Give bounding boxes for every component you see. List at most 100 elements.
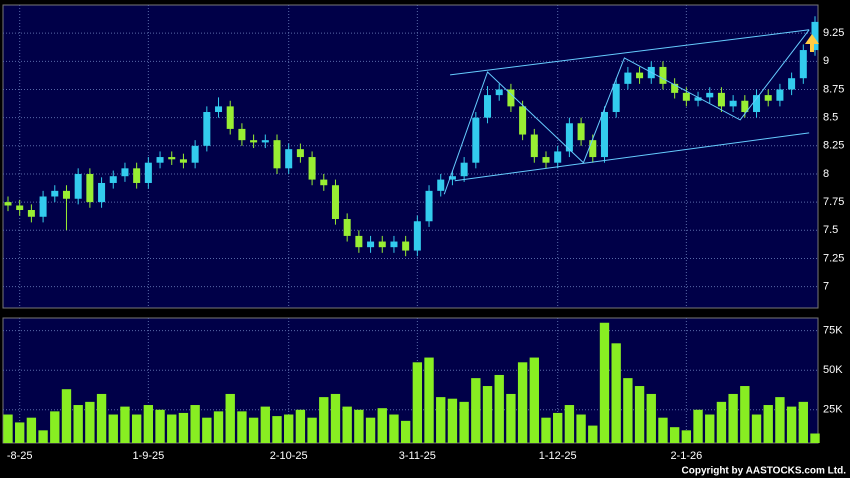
candle-body — [753, 95, 761, 113]
y-tick-label: 9.25 — [823, 27, 844, 39]
volume-bar — [377, 408, 387, 443]
candle-body — [671, 83, 679, 93]
candle-body — [741, 100, 749, 113]
volume-bar — [131, 414, 142, 443]
candle-body — [98, 182, 106, 203]
volume-bar — [447, 398, 458, 443]
candle-body — [74, 173, 82, 199]
volume-bar — [260, 406, 270, 443]
y-tick-label: 50K — [823, 364, 843, 376]
volume-bar — [143, 405, 154, 443]
candle-body — [308, 157, 316, 180]
y-tick-label: 7 — [823, 281, 829, 293]
y-tick-label: 75K — [823, 325, 843, 337]
volume-bar — [798, 401, 808, 443]
candle-body — [179, 159, 187, 163]
candle-body — [554, 151, 562, 163]
candle-body — [238, 128, 246, 141]
volume-bar — [96, 393, 107, 443]
candle-body — [285, 149, 293, 169]
volume-bar — [751, 414, 762, 443]
candle-body — [273, 140, 281, 169]
volume-bar — [272, 416, 282, 443]
volume-bar — [389, 414, 399, 443]
x-tick-label: 2-1-26 — [670, 450, 702, 462]
volume-bar — [248, 417, 259, 443]
volume-bar — [424, 357, 434, 443]
volume-bar — [202, 417, 212, 443]
trend-line — [443, 29, 810, 195]
volume-bar — [167, 414, 177, 443]
candle-body — [530, 134, 538, 158]
volume-bar — [319, 397, 329, 443]
volume-bar — [810, 433, 820, 443]
volume-bar — [517, 362, 528, 443]
volume-bar — [15, 422, 25, 443]
candle-body — [250, 140, 258, 143]
candle-body — [706, 92, 714, 98]
volume-bar — [716, 401, 727, 443]
volume-bar — [330, 393, 341, 443]
x-tick-label: 3-11-25 — [399, 450, 436, 462]
volume-bar — [471, 378, 481, 443]
y-tick-label: 8.25 — [823, 140, 844, 152]
candle-body — [717, 92, 725, 107]
candle-body — [425, 190, 433, 222]
x-tick-label: 1-9-25 — [132, 450, 164, 462]
candle-body — [109, 176, 117, 183]
candle-body — [507, 89, 515, 107]
volume-bar — [646, 393, 656, 443]
volume-bar — [681, 430, 692, 443]
candle-body — [636, 72, 644, 79]
volume-bar — [693, 409, 703, 443]
volume-bar — [588, 425, 598, 443]
candle-body — [226, 106, 234, 129]
y-tick-label: 7.25 — [823, 252, 844, 264]
candle-body — [27, 210, 35, 217]
y-tick-label: 9 — [823, 55, 829, 67]
y-tick-label: 8 — [823, 168, 829, 180]
volume-bar — [494, 374, 504, 443]
volume-bar — [506, 393, 516, 443]
candle-body — [86, 173, 94, 203]
candle-body — [133, 168, 141, 183]
volume-bar — [178, 412, 189, 443]
volume-bar — [482, 386, 493, 443]
trend-line — [450, 29, 810, 76]
volume-bar — [412, 362, 423, 443]
volume-bar — [295, 409, 306, 443]
candle-body — [776, 89, 784, 101]
volume-bar — [108, 414, 118, 443]
candle-body — [624, 72, 632, 84]
volume-bar — [576, 414, 586, 443]
candle-body — [203, 112, 211, 146]
volume-bar — [38, 430, 48, 443]
candle-body — [612, 83, 620, 113]
volume-bar — [342, 406, 352, 443]
candle-body — [659, 66, 667, 84]
volume-bar — [213, 411, 224, 443]
volume-bar — [611, 343, 621, 443]
candle-body — [39, 196, 47, 217]
candle-body — [448, 176, 456, 180]
candle-body — [694, 97, 702, 101]
x-tick-label: -8-25 — [7, 450, 33, 462]
x-tick-label: 2-10-25 — [270, 450, 308, 462]
volume-bar — [61, 389, 72, 443]
y-tick-label: 8.75 — [823, 83, 844, 95]
candle-body — [51, 190, 59, 197]
candle-body — [472, 117, 480, 163]
y-tick-label: 7.75 — [823, 196, 844, 208]
candle-body — [600, 112, 608, 158]
candle-body — [390, 241, 398, 248]
candle-body — [367, 241, 375, 248]
candle-body — [296, 149, 304, 158]
candle-body — [799, 50, 807, 79]
volume-bar — [529, 357, 539, 443]
candle-body — [413, 221, 421, 251]
volume-bar — [728, 393, 738, 443]
volume-bar — [459, 401, 469, 443]
candle-body — [343, 219, 351, 236]
volume-bar — [553, 412, 563, 443]
